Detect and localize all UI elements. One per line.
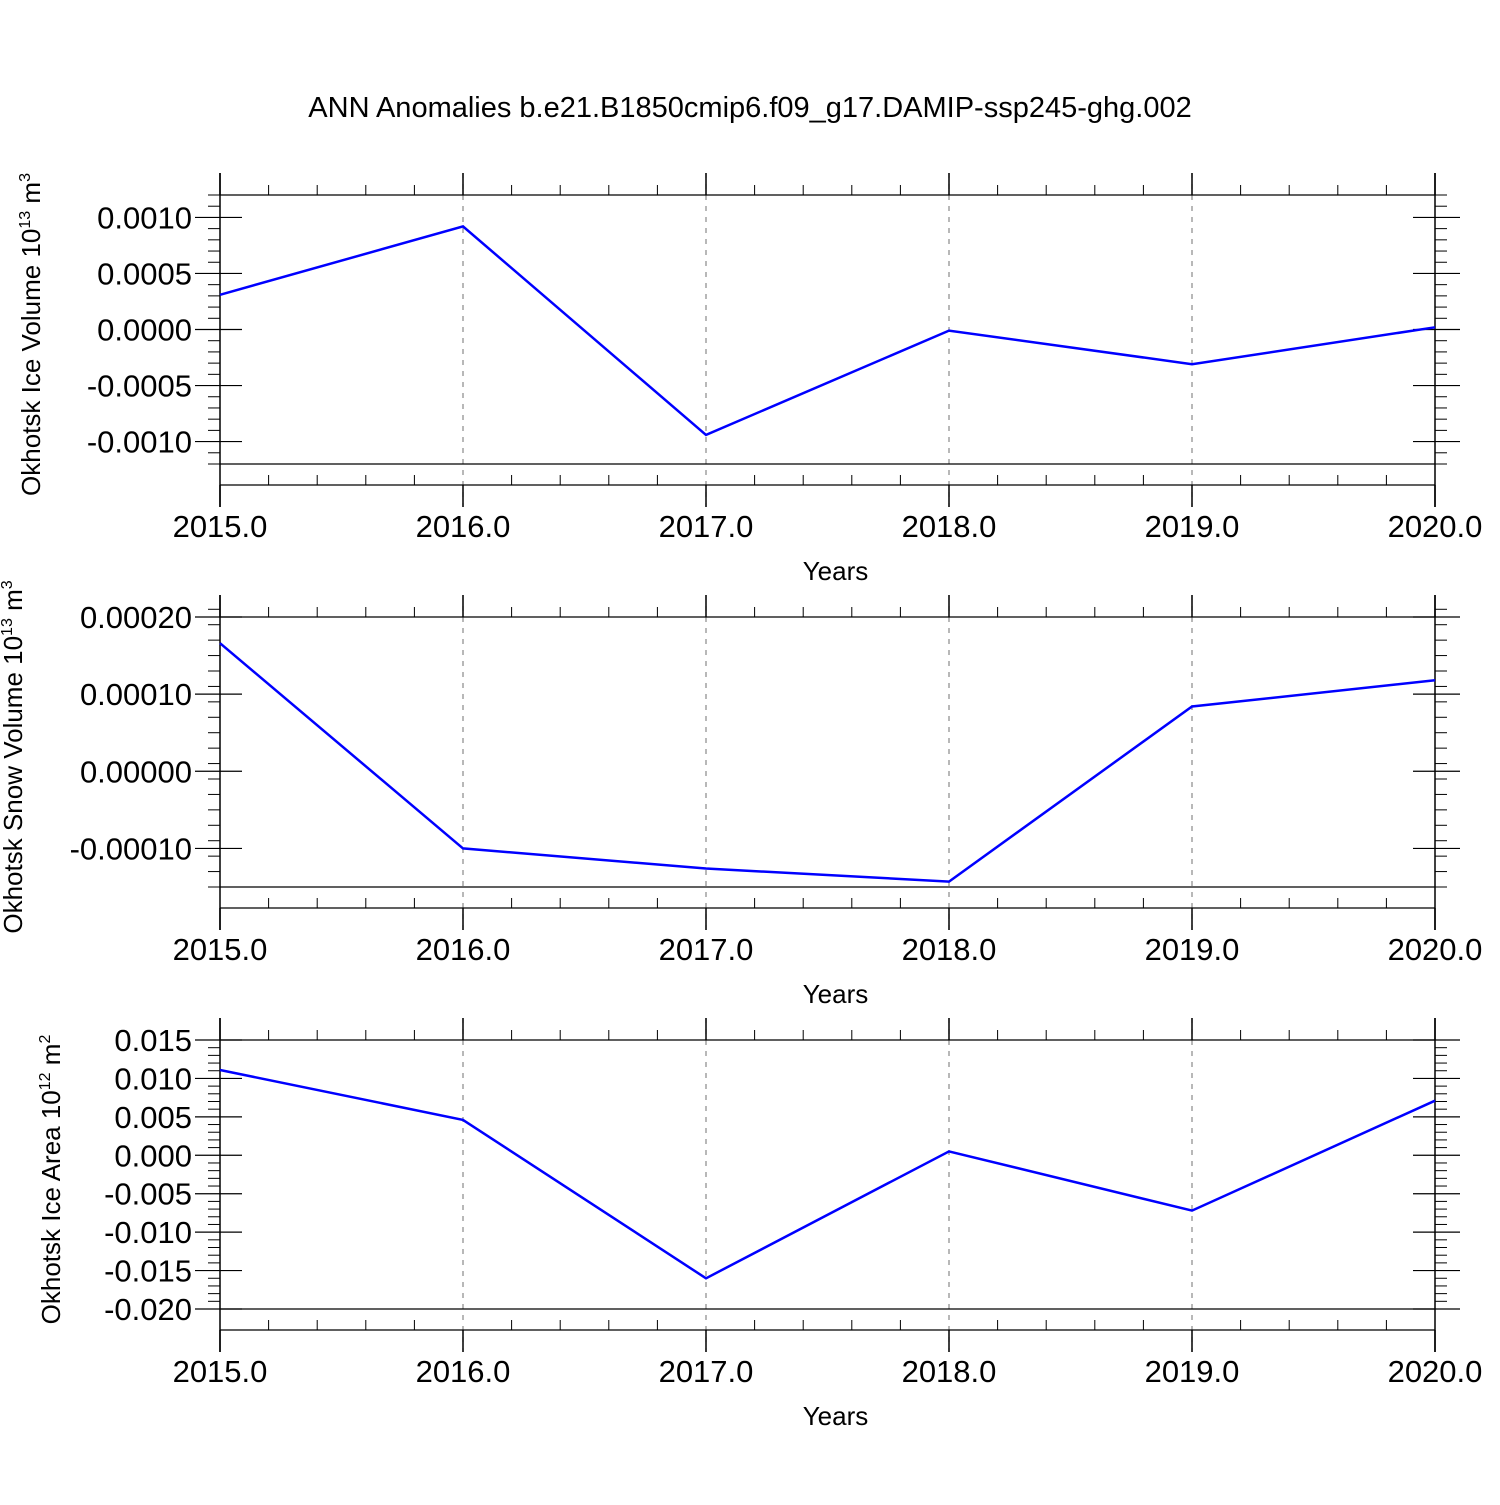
panel-2-x-axis-label: Years [803, 979, 869, 1009]
panel-3-y-tick-label: 0.010 [114, 1061, 192, 1096]
panel-3-y-tick-label: -0.015 [104, 1254, 192, 1289]
panel-3-x-tick-label: 2015.0 [173, 1354, 268, 1389]
panel-1-y-axis-label: Okhotsk Ice Volume 1013 m3 [16, 173, 46, 496]
panel-3-y-axis-label-part: m [36, 1044, 66, 1073]
panel-3-y-axis-label-part: 12 [37, 1072, 54, 1090]
panel-2-x-tick-label: 2015.0 [173, 932, 268, 967]
panel-3-y-tick-label: -0.010 [104, 1215, 192, 1250]
panel-1-y-axis-label-part: m [16, 182, 46, 211]
panel-1-y-tick-label: -0.0010 [87, 425, 192, 460]
panel-2-x-tick-label: 2016.0 [416, 932, 511, 967]
panel-2-y-axis-label-part: Okhotsk Snow Volume 10 [0, 636, 28, 934]
panel-1-x-axis-label: Years [803, 556, 869, 586]
panel-3-y-axis-label-part: 2 [37, 1035, 54, 1044]
panel-2-x-tick-label: 2018.0 [902, 932, 997, 967]
panel-1-series-line [220, 226, 1435, 435]
panel-1-x-tick-label: 2019.0 [1145, 509, 1240, 544]
panel-3-x-tick-label: 2019.0 [1145, 1354, 1240, 1389]
panel-1-y-tick-label: 0.0005 [97, 256, 192, 291]
panel-2-x-tick-label: 2017.0 [659, 932, 754, 967]
panel-3-x-tick-label: 2016.0 [416, 1354, 511, 1389]
panel-3-series-line [220, 1070, 1435, 1278]
figure-title: ANN Anomalies b.e21.B1850cmip6.f09_g17.D… [0, 92, 1500, 125]
panel-2-y-tick-label: 0.00010 [80, 677, 192, 712]
panel-1-y-axis-label-part: 3 [17, 173, 34, 182]
panel-3-x-tick-label: 2017.0 [659, 1354, 754, 1389]
panel-2-y-tick-label: 0.00000 [80, 754, 192, 789]
panel-1-y-tick-label: 0.0010 [97, 200, 192, 235]
panel-2-y-axis-label-part: 3 [0, 580, 16, 589]
panel-2-y-tick-label: 0.00020 [80, 600, 192, 635]
panel-2-y-axis-label: Okhotsk Snow Volume 1013 m3 [0, 580, 28, 933]
panel-3-y-tick-label: -0.020 [104, 1292, 192, 1327]
panel-3-y-axis-label-part: Okhotsk Ice Area 10 [36, 1090, 66, 1324]
panel-1-x-tick-label: 2015.0 [173, 509, 268, 544]
panel-1-y-tick-label: -0.0005 [87, 369, 192, 404]
panel-2-y-tick-label: -0.00010 [70, 831, 192, 866]
panel-2-x-tick-label: 2020.0 [1388, 932, 1483, 967]
panel-3-y-tick-label: 0.005 [114, 1100, 192, 1135]
panel-1-x-tick-label: 2018.0 [902, 509, 997, 544]
panel-2-y-axis-label-part: 13 [0, 618, 16, 636]
panel-3-y-tick-label: -0.005 [104, 1177, 192, 1212]
panel-1-y-axis-label-part: Okhotsk Ice Volume 10 [16, 229, 46, 496]
panel-3-y-tick-label: 0.000 [114, 1138, 192, 1173]
panel-1-x-tick-label: 2016.0 [416, 509, 511, 544]
panel-3-x-tick-label: 2020.0 [1388, 1354, 1483, 1389]
panel-3-y-axis-label: Okhotsk Ice Area 1012 m2 [36, 1035, 66, 1325]
panel-2-series-line [220, 643, 1435, 881]
panel-2-x-tick-label: 2019.0 [1145, 932, 1240, 967]
panel-1-x-tick-label: 2017.0 [659, 509, 754, 544]
panel-3-y-tick-label: 0.015 [114, 1023, 192, 1058]
panel-3-x-tick-label: 2018.0 [902, 1354, 997, 1389]
panel-1-y-tick-label: 0.0000 [97, 313, 192, 348]
panel-1-x-tick-label: 2020.0 [1388, 509, 1483, 544]
panel-1-y-axis-label-part: 13 [17, 211, 34, 229]
panel-3-x-axis-label: Years [803, 1401, 869, 1431]
panel-2-y-axis-label-part: m [0, 589, 28, 618]
